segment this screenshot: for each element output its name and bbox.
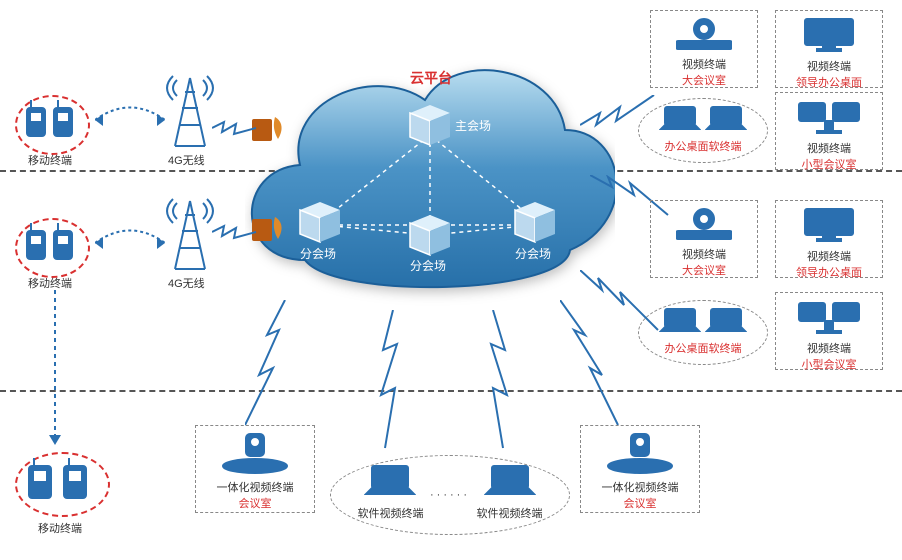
firewall-icon: [252, 215, 286, 245]
radio-terminal-icon: [23, 223, 51, 268]
mobile-terminal-label: 移动终端: [28, 152, 72, 168]
wireless-tower-icon: [165, 70, 215, 155]
laptop-icon: [659, 120, 701, 137]
cloud-title: 云平台: [410, 68, 452, 88]
conference-terminal-icon: [206, 432, 304, 479]
radio-terminal-icon: [50, 223, 78, 268]
link-arc: [95, 223, 165, 263]
soft-terminal-group: ······ 软件视频终端 软件视频终端: [330, 455, 570, 535]
endpoint-subtitle: 领导办公桌面: [786, 264, 872, 280]
dual-display-icon: [786, 99, 872, 140]
lightning-link: [560, 300, 620, 430]
radio-terminal-icon: [25, 458, 57, 507]
endpoint-subtitle: 大会议室: [661, 72, 747, 88]
endpoint-box: 一体化视频终端 会议室: [580, 425, 700, 513]
tower-label: 4G无线: [168, 152, 205, 168]
endpoint-box: 视频终端 大会议室: [650, 10, 758, 88]
link-arc: [95, 100, 165, 140]
endpoint-box: 视频终端 领导办公桌面: [775, 200, 883, 278]
endpoint-title: 视频终端: [661, 246, 747, 262]
lightning-link: [212, 118, 257, 138]
firewall-icon: [252, 115, 286, 145]
dual-display-icon: [786, 299, 872, 340]
endpoint-title: 视频终端: [786, 248, 872, 264]
radio-terminal-icon: [60, 458, 92, 507]
lightning-link: [212, 222, 257, 242]
endpoint-title: 一体化视频终端: [206, 479, 304, 495]
sub-site-label: 分会场: [515, 247, 551, 261]
endpoint-title: 视频终端: [661, 56, 747, 72]
tower-label: 4G无线: [168, 275, 205, 291]
monitor-icon: [786, 17, 872, 58]
endpoint-box: 视频终端 大会议室: [650, 200, 758, 278]
laptop-icon: [705, 120, 747, 137]
endpoint-subtitle: 小型会议室: [786, 156, 872, 172]
lightning-link: [375, 310, 405, 450]
mobile-terminal-label: 移动终端: [28, 275, 72, 291]
camera-icon: [661, 17, 747, 56]
endpoint-box: 视频终端 小型会议室: [775, 92, 883, 170]
endpoint-subtitle: 小型会议室: [786, 356, 872, 372]
laptop-icon: [659, 322, 701, 339]
soft-terminal-label: 软件视频终端: [477, 505, 543, 521]
camera-icon: [661, 207, 747, 246]
sub-site-label: 分会场: [300, 247, 336, 261]
soft-terminal-label: 办公桌面软终端: [639, 138, 767, 154]
link-dashed-down: [45, 290, 75, 450]
mobile-terminal-label: 移动终端: [38, 520, 82, 536]
endpoint-subtitle: 会议室: [591, 495, 689, 511]
laptop-icon: [484, 464, 536, 503]
endpoint-title: 一体化视频终端: [591, 479, 689, 495]
section-divider: [0, 390, 902, 392]
endpoint-title: 视频终端: [786, 140, 872, 156]
laptop-icon: [705, 322, 747, 339]
lightning-link: [485, 310, 515, 450]
endpoint-box: 视频终端 领导办公桌面: [775, 10, 883, 88]
radio-terminal-icon: [23, 100, 51, 145]
soft-terminal-box: 办公桌面软终端: [638, 98, 768, 163]
endpoint-title: 视频终端: [786, 58, 872, 74]
endpoint-box: 一体化视频终端 会议室: [195, 425, 315, 513]
monitor-icon: [786, 207, 872, 248]
soft-terminal-label: 软件视频终端: [358, 505, 424, 521]
soft-terminal-label: 办公桌面软终端: [639, 340, 767, 356]
lightning-link: [245, 300, 295, 430]
endpoint-box: 视频终端 小型会议室: [775, 292, 883, 370]
endpoint-subtitle: 领导办公桌面: [786, 74, 872, 90]
main-site-label: 主会场: [455, 119, 491, 133]
endpoint-subtitle: 会议室: [206, 495, 304, 511]
endpoint-title: 视频终端: [786, 340, 872, 356]
endpoint-subtitle: 大会议室: [661, 262, 747, 278]
radio-terminal-icon: [50, 100, 78, 145]
ellipsis: ······: [430, 489, 470, 501]
wireless-tower-icon: [165, 193, 215, 278]
conference-terminal-icon: [591, 432, 689, 479]
laptop-icon: [364, 464, 416, 503]
sub-site-label: 分会场: [410, 259, 446, 273]
